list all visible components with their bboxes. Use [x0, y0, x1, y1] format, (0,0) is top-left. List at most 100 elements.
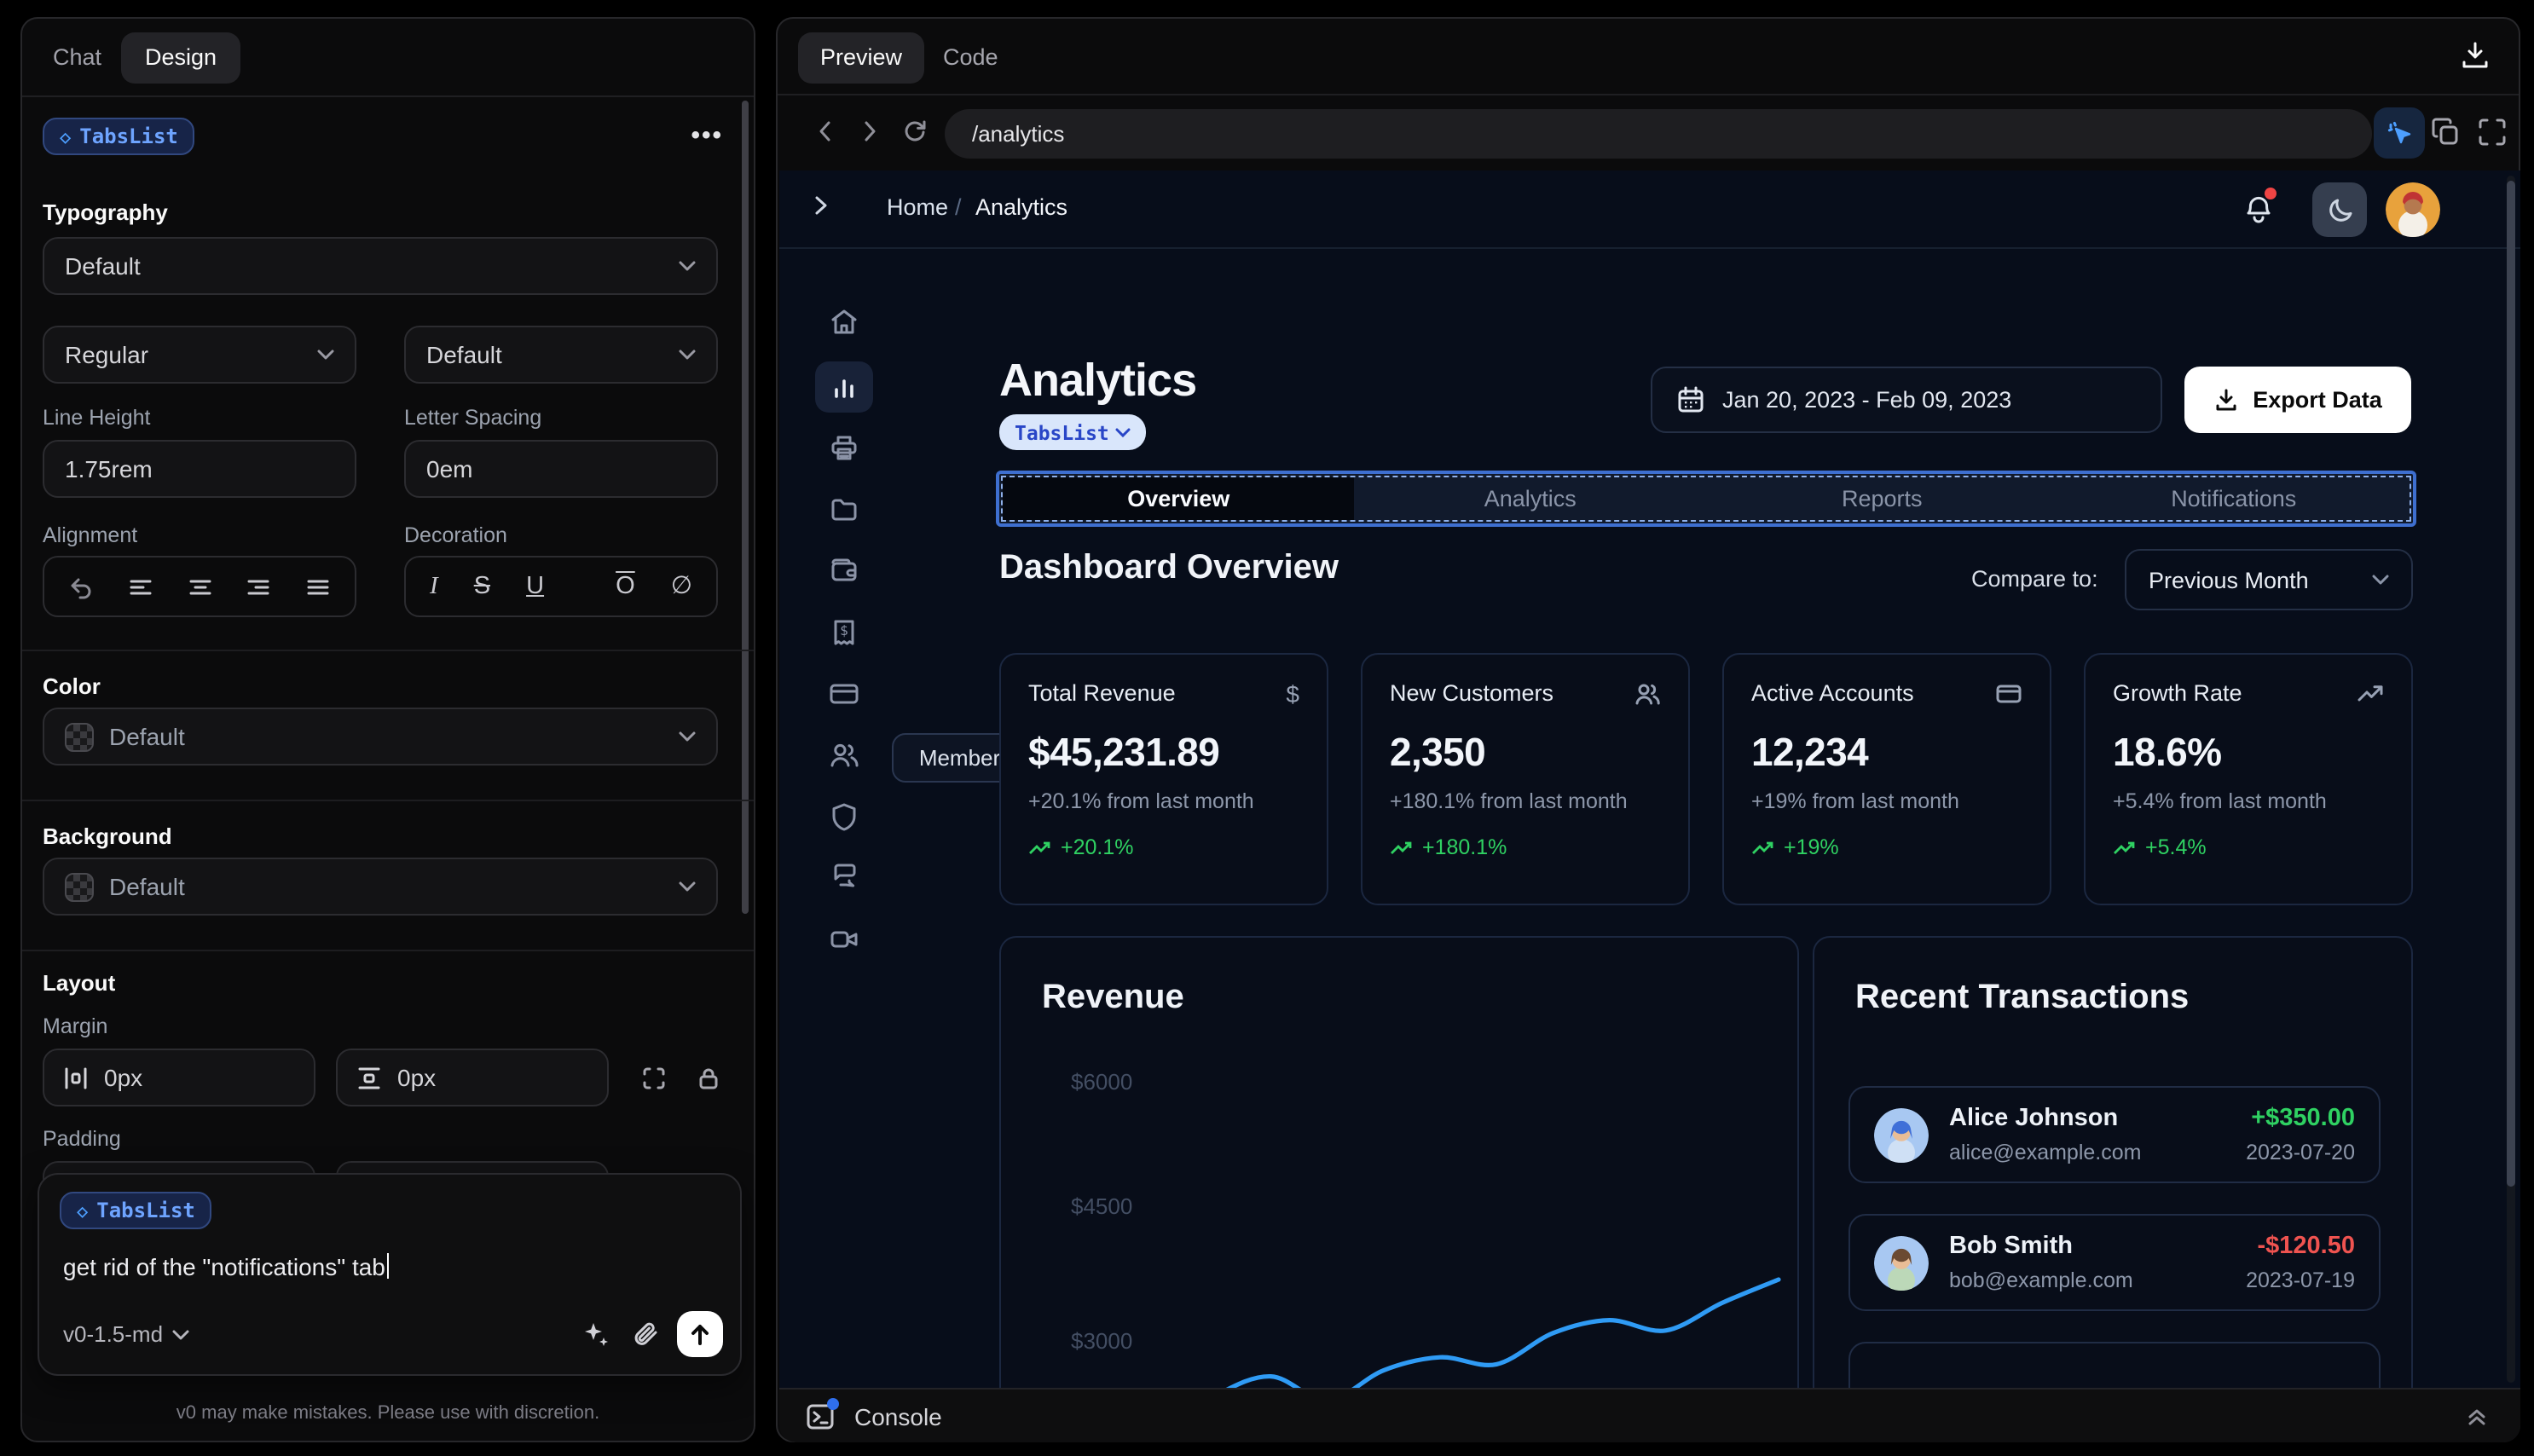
console-badge-dot [827, 1398, 839, 1410]
y-tick-4500: $4500 [1071, 1193, 1133, 1219]
paperclip-icon[interactable] [631, 1320, 660, 1349]
sidebar-credit-card-icon[interactable] [829, 679, 859, 709]
alignment-label: Alignment [43, 523, 138, 547]
compare-label: Compare to: [1971, 566, 2098, 592]
prompt-composer: ◇ TabsList get rid of the "notifications"… [38, 1173, 742, 1376]
tab-reports[interactable]: Reports [1841, 486, 1923, 511]
chevron-down-icon [2372, 575, 2389, 585]
font-size-select[interactable]: Default [404, 326, 718, 384]
download-icon[interactable] [2459, 39, 2491, 72]
margin-x-input[interactable]: 0px [43, 1049, 315, 1106]
letter-spacing-input[interactable]: 0em [404, 440, 718, 498]
chevron-down-icon [679, 350, 696, 360]
compare-select[interactable]: Previous Month [2125, 549, 2413, 610]
section-title: Dashboard Overview [999, 549, 1339, 586]
overline-icon[interactable]: O [616, 573, 635, 600]
user-avatar[interactable] [2386, 182, 2440, 237]
stat-card-active-accounts: Active Accounts 12,234 +19% from last mo… [1722, 653, 2051, 905]
sidebar-messages-icon[interactable] [829, 861, 859, 892]
transparent-swatch-icon [65, 872, 94, 901]
sidebar-folder-icon[interactable] [829, 494, 859, 525]
prompt-component-chip[interactable]: ◇ TabsList [60, 1192, 212, 1229]
italic-icon[interactable]: I [430, 572, 438, 599]
chart-title: Revenue [1042, 979, 1184, 1016]
prompt-input[interactable]: get rid of the "notifications" tab [63, 1253, 390, 1280]
model-select[interactable]: v0-1.5-md [63, 1321, 188, 1347]
undo-icon[interactable] [68, 574, 94, 599]
font-select[interactable]: Default [43, 237, 718, 295]
send-button[interactable] [677, 1311, 723, 1357]
inspect-cursor-button[interactable] [2374, 107, 2425, 159]
align-center-icon[interactable] [187, 574, 212, 599]
tab-chat[interactable]: Chat [53, 44, 102, 70]
sidebar-wallet-icon[interactable] [829, 556, 859, 586]
theme-toggle-button[interactable] [2312, 182, 2367, 237]
tabslist-component: Overview Analytics Reports Notifications [996, 471, 2416, 527]
margin-lock-button[interactable] [687, 1049, 728, 1106]
sidebar-security-icon[interactable] [829, 801, 859, 832]
alignment-group [43, 556, 356, 617]
tab-preview[interactable]: Preview [798, 32, 925, 84]
sidebar-printer-icon[interactable] [829, 433, 859, 464]
refresh-icon[interactable] [900, 118, 929, 147]
padding-label: Padding [43, 1127, 121, 1151]
app-topbar: Home / Analytics [779, 170, 2520, 249]
trend-up-icon [2114, 841, 2135, 854]
underline-icon[interactable]: U [526, 573, 545, 600]
preview-viewport: Home / Analytics [779, 170, 2520, 1388]
url-bar[interactable]: /analytics [945, 109, 2372, 159]
margin-expand-button[interactable] [633, 1049, 674, 1106]
transaction-row[interactable]: Alice Johnson alice@example.com +$350.00… [1848, 1086, 2381, 1183]
notification-dot [2265, 188, 2277, 199]
tabslist-selection-chip[interactable]: TabsList [999, 414, 1147, 450]
more-options-icon[interactable]: ••• [691, 121, 723, 150]
sidebar-video-icon[interactable] [829, 924, 859, 955]
no-decoration-icon[interactable]: ∅ [670, 573, 692, 600]
back-icon[interactable] [812, 118, 839, 145]
transactions-title: Recent Transactions [1855, 979, 2190, 1016]
align-left-icon[interactable] [128, 574, 153, 599]
selected-component-chip[interactable]: ◇ TabsList [43, 118, 195, 155]
line-height-input[interactable]: 1.75rem [43, 440, 356, 498]
tab-code[interactable]: Code [943, 44, 998, 70]
sidebar-receipt-icon[interactable]: $ [829, 617, 859, 648]
console-bar[interactable]: Console [779, 1388, 2520, 1442]
avatar [1874, 1108, 1929, 1163]
notifications-bell-icon[interactable] [2242, 188, 2277, 225]
align-right-icon[interactable] [246, 574, 272, 599]
sidebar-toggle-icon[interactable] [810, 194, 832, 217]
fullscreen-icon[interactable] [2476, 116, 2508, 148]
preview-scrollbar-thumb[interactable] [2507, 181, 2515, 1187]
left-panel-scrollbar[interactable] [742, 101, 749, 914]
tab-analytics[interactable]: Analytics [1484, 486, 1577, 511]
sparkles-icon[interactable] [581, 1320, 610, 1349]
sidebar-home-icon[interactable] [829, 307, 859, 338]
export-data-button[interactable]: Export Data [2184, 367, 2411, 433]
transaction-row[interactable]: Bob Smith bob@example.com -$120.50 2023-… [1848, 1214, 2381, 1311]
line-height-label: Line Height [43, 406, 151, 430]
chevrons-up-icon[interactable] [2464, 1403, 2490, 1429]
strikethrough-icon[interactable]: S [473, 573, 491, 600]
color-select[interactable]: Default [43, 708, 718, 766]
tab-notifications[interactable]: Notifications [2171, 486, 2297, 511]
sidebar-analytics-icon[interactable] [829, 372, 859, 402]
tab-overview[interactable]: Overview [1003, 477, 1355, 520]
decoration-group: I S U O ∅ [404, 556, 718, 617]
background-select[interactable]: Default [43, 858, 718, 916]
page-title: Analytics [999, 355, 1197, 406]
tab-design[interactable]: Design [121, 32, 241, 84]
breadcrumb-home[interactable]: Home [887, 194, 949, 220]
revenue-line-chart [1225, 1277, 1781, 1388]
svg-text:$: $ [840, 622, 848, 638]
margin-y-input[interactable]: 0px [336, 1049, 609, 1106]
diamond-icon: ◇ [77, 1199, 89, 1222]
copy-icon[interactable] [2430, 116, 2462, 148]
date-range-picker[interactable]: Jan 20, 2023 - Feb 09, 2023 [1651, 367, 2162, 433]
sidebar-members-icon[interactable] [829, 740, 859, 771]
text-caret [386, 1253, 390, 1279]
preview-panel: Preview Code /analytics [776, 17, 2520, 1442]
font-weight-select[interactable]: Regular [43, 326, 356, 384]
align-justify-icon[interactable] [305, 574, 331, 599]
forward-icon[interactable] [856, 118, 883, 145]
